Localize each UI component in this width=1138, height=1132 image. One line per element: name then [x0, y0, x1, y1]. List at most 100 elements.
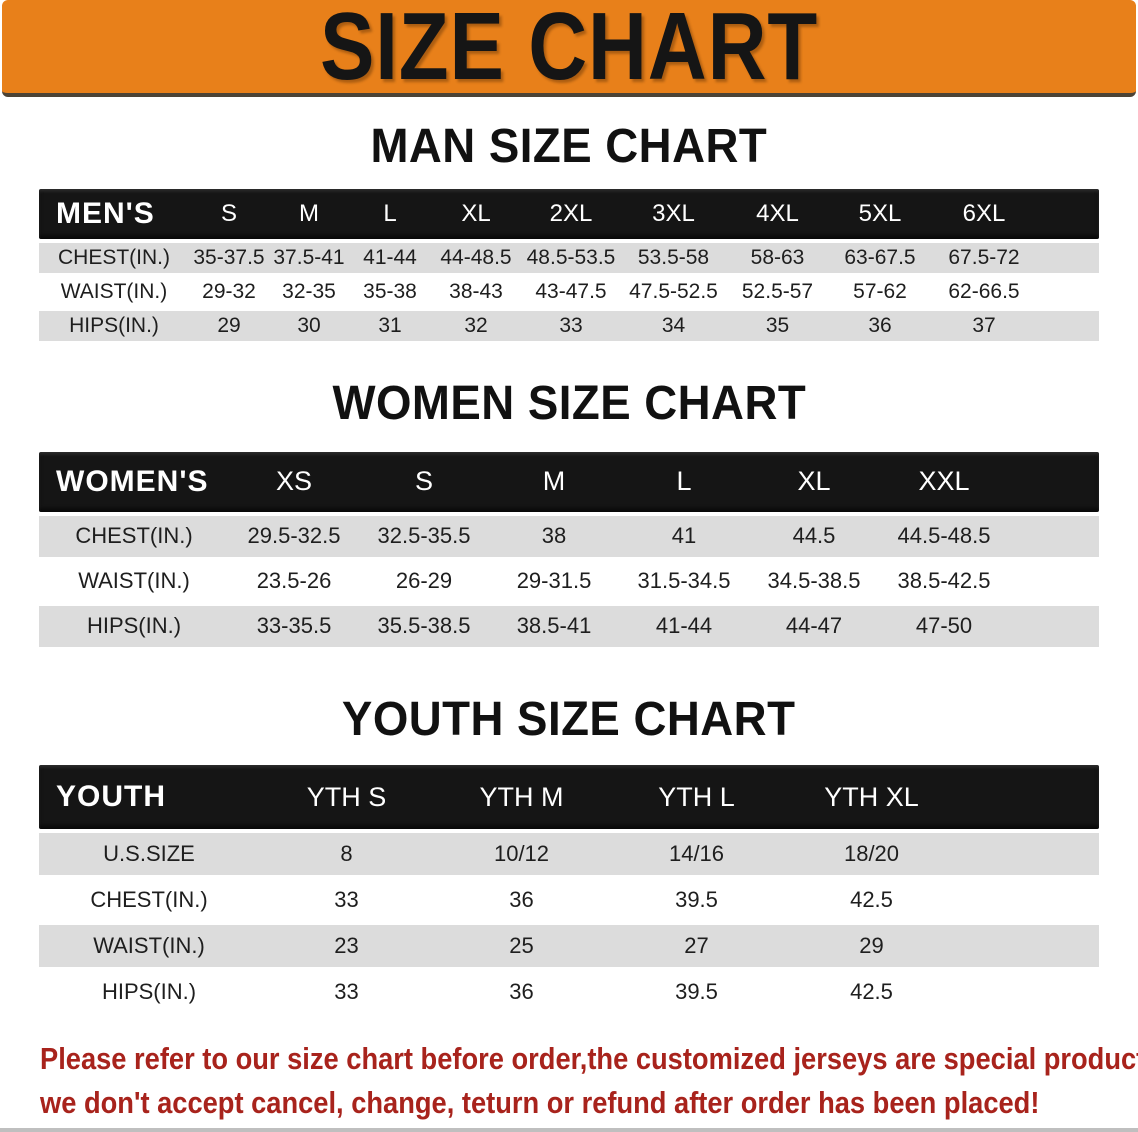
disclaimer-line-2: we don't accept cancel, change, teturn o…	[40, 1085, 1040, 1121]
youth-cell-2-0: 23	[334, 933, 359, 959]
youth-size-column-header-2: YTH L	[658, 781, 735, 812]
women-size-column-header-0: XS	[275, 466, 313, 497]
youth-size-column-header-1: YTH M	[479, 781, 564, 812]
men-cell-2-6: 35	[765, 314, 790, 338]
women-row-label-1: WAIST(IN.)	[78, 568, 190, 594]
men-cell-0-6: 58-63	[750, 246, 805, 270]
men-table-row-1: WAIST(IN.) 29-32 32-35 35-38 38-43 43-47.5 47.…	[39, 277, 1099, 308]
men-size-column-header-7: 5XL	[858, 200, 902, 228]
men-size-table: MEN'S S M L XL 2XL 3XL 4XL 5XL 6XL CHEST(IN.) 35-37…	[39, 189, 1099, 342]
youth-cell-2-3: 29	[859, 933, 884, 959]
women-cell-2-0: 33-35.5	[256, 613, 332, 639]
men-cell-0-4: 48.5-53.5	[526, 246, 616, 270]
men-cell-0-5: 53.5-58	[637, 246, 710, 270]
men-size-column-header-3: XL	[461, 200, 491, 228]
women-size-column-header-3: L	[676, 466, 692, 497]
women-cell-0-1: 32.5-35.5	[377, 523, 471, 549]
women-cell-0-0: 29.5-32.5	[247, 523, 341, 549]
men-cell-1-3: 38-43	[449, 280, 503, 304]
women-row-label-2: HIPS(IN.)	[86, 613, 182, 639]
men-row-label-1: WAIST(IN.)	[60, 280, 168, 304]
youth-size-section: YOUTH SIZE CHART YOUTH YTH S YTH M YTH L YTH…	[0, 692, 1138, 1014]
women-cell-0-2: 38	[541, 523, 567, 549]
men-table-header-row: MEN'S S M L XL 2XL 3XL 4XL 5XL 6XL	[39, 189, 1099, 240]
men-cell-1-4: 43-47.5	[535, 280, 607, 304]
men-size-column-header-0: S	[220, 200, 237, 228]
youth-table-row-1: CHEST(IN.) 33 36 39.5 42.5	[39, 879, 1099, 922]
women-size-table: WOMEN'S XS S M L XL XXL CHEST(IN.) 29.5-32.5 32.5…	[39, 451, 1099, 647]
women-cell-0-4: 44.5	[792, 523, 836, 549]
men-cell-0-2: 41-44	[363, 246, 417, 270]
men-cell-1-1: 32-35	[282, 280, 336, 304]
women-table-row-0: CHEST(IN.) 29.5-32.5 32.5-35.5 38 41 44.5 44.5…	[39, 515, 1099, 557]
women-size-column-header-2: M	[542, 466, 566, 497]
women-cell-1-1: 26-29	[395, 568, 453, 594]
youth-size-column-header-0: YTH S	[306, 781, 387, 812]
men-cell-0-3: 44-48.5	[440, 246, 512, 270]
youth-cell-2-2: 27	[684, 933, 709, 959]
men-cell-1-8: 62-66.5	[948, 280, 1020, 304]
men-row-label-2: HIPS(IN.)	[69, 314, 159, 338]
men-table-corner-label: MEN'S	[56, 197, 155, 231]
men-size-column-header-8: 6XL	[962, 200, 1006, 228]
women-cell-1-5: 38.5-42.5	[897, 568, 991, 594]
youth-section-heading: YOUTH SIZE CHART	[342, 692, 796, 746]
women-cell-2-2: 38.5-41	[516, 613, 592, 639]
women-table-corner-label: WOMEN'S	[56, 464, 209, 498]
men-cell-2-8: 37	[972, 314, 996, 338]
women-cell-0-3: 41	[671, 523, 697, 549]
men-cell-2-7: 36	[868, 314, 892, 338]
men-size-column-header-6: 4XL	[756, 200, 799, 228]
youth-cell-0-1: 10/12	[493, 841, 550, 867]
women-size-column-header-5: XXL	[918, 466, 970, 497]
men-cell-0-8: 67.5-72	[948, 246, 1020, 270]
disclaimer-line-1: Please refer to our size chart before or…	[40, 1041, 1138, 1077]
women-table-row-1: WAIST(IN.) 23.5-26 26-29 29-31.5 31.5-34.5 34…	[39, 560, 1099, 602]
men-section-heading: MAN SIZE CHART	[370, 120, 768, 173]
youth-table-corner-label: YOUTH	[56, 780, 166, 814]
women-cell-2-5: 47-50	[915, 613, 973, 639]
women-cell-2-1: 35.5-38.5	[377, 613, 471, 639]
youth-cell-3-3: 42.5	[850, 979, 893, 1005]
men-size-column-header-2: L	[383, 200, 397, 228]
image-bottom-edge	[0, 1128, 1138, 1132]
men-cell-0-7: 63-67.5	[844, 246, 916, 270]
youth-cell-2-1: 25	[509, 933, 534, 959]
youth-cell-3-2: 39.5	[675, 979, 718, 1005]
men-cell-2-3: 32	[464, 314, 488, 338]
men-table-row-2: HIPS(IN.) 29 30 31 32 33 34 35 36 37	[39, 311, 1099, 342]
women-cell-1-2: 29-31.5	[516, 568, 592, 594]
youth-cell-1-1: 36	[509, 887, 534, 913]
men-cell-2-0: 29	[217, 314, 241, 338]
women-cell-1-3: 31.5-34.5	[637, 568, 731, 594]
women-size-section: WOMEN SIZE CHART WOMEN'S XS S M L XL XXL CHEST(…	[0, 377, 1138, 647]
men-cell-2-1: 30	[297, 314, 321, 338]
youth-table-row-2: WAIST(IN.) 23 25 27 29	[39, 925, 1099, 968]
men-table-row-0: CHEST(IN.) 35-37.5 37.5-41 41-44 44-48.5 48.5…	[39, 243, 1099, 274]
women-cell-0-5: 44.5-48.5	[897, 523, 991, 549]
youth-row-label-2: WAIST(IN.)	[93, 933, 205, 959]
women-cell-1-0: 23.5-26	[256, 568, 332, 594]
youth-row-label-3: HIPS(IN.)	[101, 979, 197, 1005]
disclaimer: Please refer to our size chart before or…	[40, 1037, 1138, 1125]
men-size-column-header-4: 2XL	[549, 200, 593, 228]
women-section-heading: WOMEN SIZE CHART	[332, 377, 806, 431]
youth-table-header-row: YOUTH YTH S YTH M YTH L YTH XL	[39, 765, 1099, 830]
men-cell-1-0: 29-32	[202, 280, 256, 304]
youth-row-label-0: U.S.SIZE	[103, 841, 195, 867]
men-size-column-header-5: 3XL	[652, 200, 695, 228]
women-size-column-header-1: S	[414, 466, 433, 497]
women-table-row-2: HIPS(IN.) 33-35.5 35.5-38.5 38.5-41 41-44 44-…	[39, 605, 1099, 647]
page-title: SIZE CHART	[319, 0, 819, 100]
men-cell-1-5: 47.5-52.5	[629, 280, 718, 304]
men-cell-1-2: 35-38	[363, 280, 417, 304]
men-row-label-0: CHEST(IN.)	[58, 246, 170, 270]
youth-table-row-0: U.S.SIZE 8 10/12 14/16 18/20	[39, 833, 1099, 876]
men-cell-0-0: 35-37.5	[193, 246, 265, 270]
youth-cell-1-2: 39.5	[675, 887, 718, 913]
youth-cell-1-3: 42.5	[850, 887, 893, 913]
men-cell-2-4: 33	[559, 314, 583, 338]
women-row-label-0: CHEST(IN.)	[75, 523, 193, 549]
women-cell-1-4: 34.5-38.5	[767, 568, 861, 594]
